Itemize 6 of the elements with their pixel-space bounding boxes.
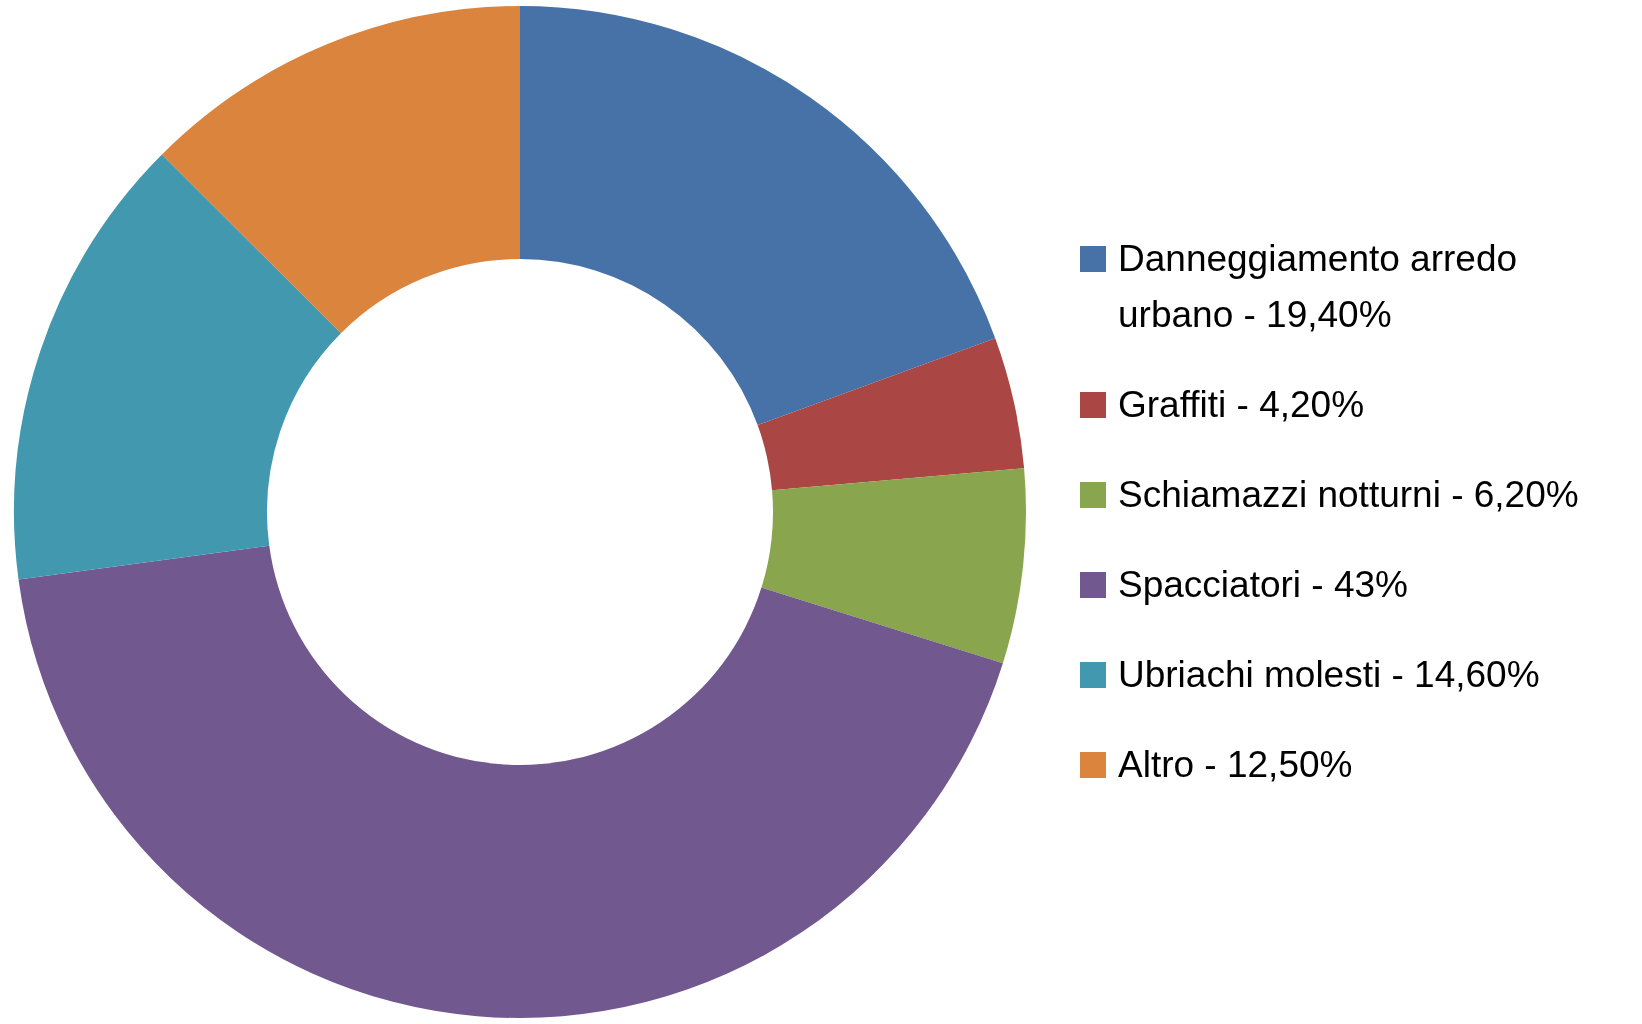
legend-label: Graffiti - 4,20% <box>1118 383 1365 427</box>
legend-label: Ubriachi molesti - 14,60% <box>1118 653 1540 697</box>
legend-label: Schiamazzi notturni - 6,20% <box>1118 473 1579 517</box>
legend-label: Spacciatori - 43% <box>1118 563 1408 607</box>
legend-label: Altro - 12,50% <box>1118 743 1353 787</box>
legend-label: Danneggiamento arredo urbano - 19,40% <box>1118 237 1519 337</box>
